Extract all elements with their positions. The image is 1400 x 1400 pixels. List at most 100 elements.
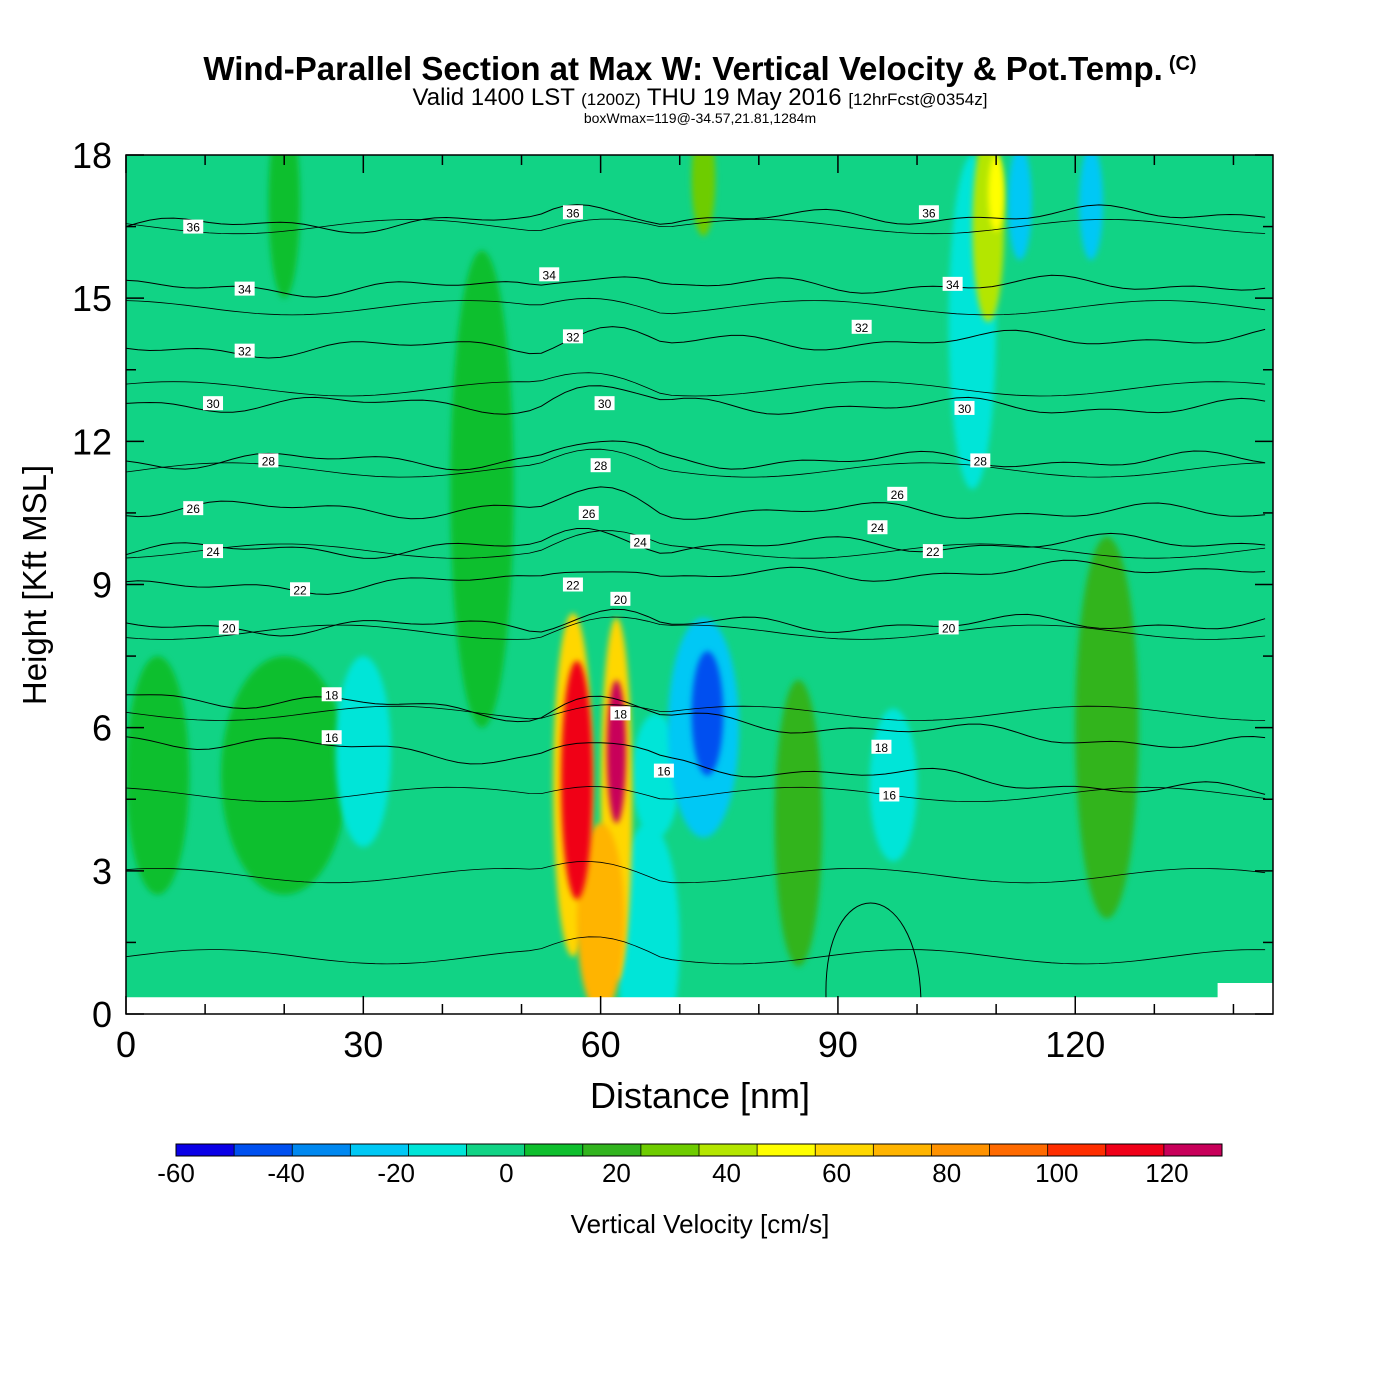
theta-line <box>126 204 1266 234</box>
theta-label-text: 26 <box>891 488 905 502</box>
colorbar: -60 -40 -20 0 20 40 60 80 100 120 <box>157 1143 1223 1188</box>
theta-line-minor <box>126 372 1266 397</box>
copyright-mark: (C) <box>1168 53 1197 75</box>
x-tick-label: 90 <box>818 1024 858 1065</box>
theta-label-text: 16 <box>883 788 897 802</box>
theta-label-bg <box>183 219 204 234</box>
y-tick-label: 9 <box>92 565 112 606</box>
theta-label-bg <box>562 577 583 592</box>
colorbar-swatch <box>234 1144 293 1156</box>
theta-label: 20 <box>938 620 959 635</box>
chart-title: Wind-Parallel Section at Max W: Vertical… <box>0 50 1400 88</box>
theta-label: 26 <box>183 501 204 516</box>
theta-line-minor <box>126 616 1266 640</box>
theta-label: 34 <box>942 276 963 292</box>
theta-label: 18 <box>871 739 892 755</box>
theta-label-bg <box>867 520 888 535</box>
theta-label-bg <box>610 591 631 606</box>
theta-label-bg <box>653 763 674 778</box>
theta-label-text: 34 <box>946 278 960 292</box>
theta-label-text: 34 <box>238 283 252 297</box>
theta-contours <box>126 204 1266 1000</box>
theta-label-bg <box>918 205 939 220</box>
theta-label-text: 24 <box>871 521 885 535</box>
theta-label-text: 16 <box>657 765 671 779</box>
valid-time: Valid 1400 LST <box>412 84 575 111</box>
x-tick-label: 30 <box>343 1024 383 1065</box>
theta-label-text: 32 <box>238 345 252 359</box>
x-tick-label: 0 <box>116 1024 136 1065</box>
theta-label-bg <box>938 620 959 635</box>
theta-label: 16 <box>653 763 674 779</box>
colorbar-swatch <box>1105 1144 1165 1156</box>
theta-line-dome <box>825 902 922 1000</box>
theta-label-text: 22 <box>926 545 940 559</box>
theta-label: 22 <box>922 544 943 559</box>
y-tick-label: 12 <box>72 421 112 462</box>
theta-label-text: 22 <box>566 579 580 593</box>
theta-label-bg <box>922 544 943 559</box>
colorbar-tick-label: 60 <box>822 1158 851 1188</box>
theta-label: 28 <box>590 458 611 473</box>
theta-line <box>126 559 1266 595</box>
theta-label-text: 24 <box>633 536 647 550</box>
theta-label-text: 20 <box>614 593 628 607</box>
theta-line-minor <box>126 530 1266 559</box>
velocity-cell <box>220 656 348 895</box>
theta-label: 20 <box>218 620 239 635</box>
y-tick-label: 18 <box>72 135 112 176</box>
theta-label-bg <box>590 458 611 473</box>
theta-label-bg <box>562 205 583 220</box>
theta-label-bg <box>970 453 991 468</box>
theta-label-text: 30 <box>206 397 220 411</box>
theta-label-text: 36 <box>922 206 936 220</box>
theta-line <box>126 274 1266 298</box>
theta-label-bg <box>290 582 311 597</box>
theta-line-minor <box>126 704 1266 721</box>
valid-date: THU 19 May 2016 <box>646 84 842 111</box>
velocity-field <box>126 155 1139 1014</box>
colorbar-tick-label: 100 <box>1035 1158 1078 1188</box>
theta-label: 28 <box>258 453 279 468</box>
theta-label-bg <box>234 343 255 358</box>
velocity-cell <box>616 823 680 1014</box>
chart-subtitle: Valid 1400 LST (1200Z) THU 19 May 2016 [… <box>0 84 1400 112</box>
colorbar-tick-label: 20 <box>602 1158 631 1188</box>
velocity-cell <box>1075 536 1139 919</box>
theta-label-text: 30 <box>598 397 612 411</box>
theta-line <box>126 326 1266 359</box>
y-tick-label: 6 <box>92 708 112 749</box>
theta-label: 20 <box>610 591 631 607</box>
velocity-cell <box>126 656 190 895</box>
theta-label: 24 <box>203 544 224 559</box>
colorbar-swatch <box>757 1144 816 1156</box>
theta-label: 32 <box>562 329 583 344</box>
terrain <box>126 983 1273 1014</box>
colorbar-swatch <box>1047 1144 1107 1156</box>
velocity-cell <box>774 679 823 967</box>
theta-label-text: 16 <box>325 731 339 745</box>
velocity-cell <box>1008 155 1032 260</box>
y-tick-label: 15 <box>72 278 112 319</box>
theta-label: 26 <box>578 505 599 521</box>
theta-label-text: 18 <box>325 688 339 702</box>
theta-label-bg <box>234 281 255 296</box>
theta-line-minor <box>126 860 1266 884</box>
theta-label-text: 34 <box>543 268 557 282</box>
theta-label: 30 <box>954 400 975 416</box>
x-tick-label: 120 <box>1045 1024 1105 1065</box>
x-axis-label: Distance [nm] <box>590 1075 810 1116</box>
theta-label-text: 30 <box>958 402 972 416</box>
theta-label-bg <box>610 706 631 721</box>
theta-label: 28 <box>970 453 991 468</box>
colorbar-swatch <box>292 1144 351 1156</box>
theta-label-text: 18 <box>614 707 628 721</box>
theta-label: 16 <box>879 787 900 802</box>
theta-label-bg <box>321 687 342 702</box>
theta-label-text: 36 <box>566 206 580 220</box>
colorbar-swatch <box>931 1144 991 1156</box>
theta-label-text: 20 <box>222 621 236 635</box>
theta-label: 22 <box>290 582 311 597</box>
theta-label-bg <box>539 267 560 282</box>
